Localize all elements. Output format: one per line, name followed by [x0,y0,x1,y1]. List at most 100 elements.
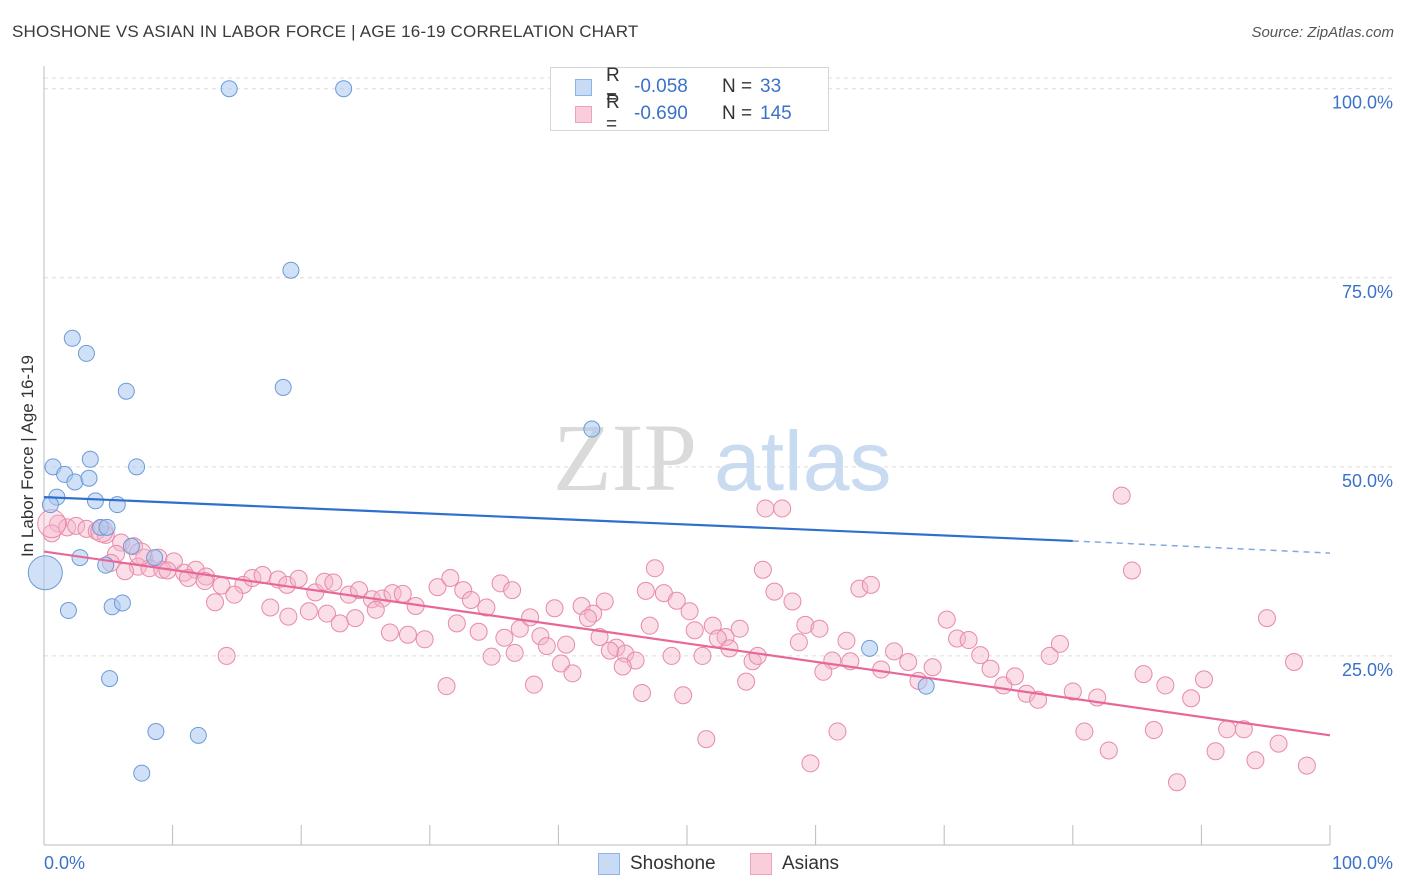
asian-point [730,619,749,638]
asian-point [899,652,918,671]
legend-swatch-asians [575,105,592,123]
legend-swatch-shoshone [575,78,592,96]
shoshone-point [583,420,601,438]
shoshone-trend-extension [1072,540,1331,554]
asian-point [482,647,501,666]
asian-point [595,592,614,611]
bottom-legend-asians: Asians [750,852,839,876]
asian-point [299,602,318,621]
asian-point [636,581,655,600]
source-credit: Source: ZipAtlas.com [1251,24,1394,41]
bottom-legend-swatch-asians [750,853,772,875]
asian-point [685,621,704,640]
asian-point [447,614,466,633]
shoshone-point [66,473,84,491]
shoshone-point [59,602,77,620]
shoshone-point [220,80,238,98]
asian-point [697,730,716,749]
asian-point [737,672,756,691]
shoshone-point [41,496,59,514]
asian-point [1112,486,1131,505]
asian-point [837,631,856,650]
watermark: ZIP atlas [553,404,891,511]
asian-point [1257,609,1276,628]
shoshone-point [861,639,879,657]
asian-point [810,619,829,638]
legend-r-label: R = [606,92,620,135]
asian-point [217,646,236,665]
shoshone-point [335,80,353,98]
asian-point [796,615,815,634]
legend-n-value: 33 [760,76,782,97]
asian-point [680,602,699,621]
asian-point [317,604,336,623]
asian-point [1167,773,1186,792]
asian-point [330,614,349,633]
shoshone-point [147,723,165,741]
asian-point [524,675,543,694]
asian-point [1040,646,1059,665]
bottom-legend-swatch-shoshone [598,853,620,875]
asian-point [1194,670,1213,689]
asian-point [346,609,365,628]
shoshone-point [27,555,63,591]
asian-point [505,643,524,662]
asian-point [279,607,298,626]
asian-point [801,754,820,773]
asian-point [1269,734,1288,753]
asian-point [1144,721,1163,740]
shoshone-point [80,469,98,487]
asian-point [789,633,808,652]
bottom-legend-shoshone: Shoshone [598,852,716,876]
asian-point [981,659,1000,678]
asian-point [814,662,833,681]
asian-point [1182,689,1201,708]
watermark-atlas: atlas [714,414,891,508]
asian-point [42,524,61,543]
axes [43,66,1331,846]
asian-point [937,610,956,629]
asian-point [428,578,447,597]
asian-point [521,608,540,627]
correlation-legend: R = -0.058 N = 33 R = -0.690 N = 145 [550,65,829,135]
asian-point [437,677,456,696]
asian-point [441,569,460,588]
shoshone-point [189,726,207,744]
asian-point [315,572,334,591]
asian-point [613,657,632,676]
asian-point [195,572,214,591]
gridlines [44,77,1395,657]
asian-point [531,627,550,646]
asian-point [753,560,772,579]
asian-point [1029,690,1048,709]
asian-point [261,598,280,617]
asian-point [324,573,343,592]
legend-n-label: N = [722,76,753,97]
asian-point [1005,667,1024,686]
asian-point [1284,652,1303,671]
asian-point [1246,751,1265,770]
legend-row-shoshone: R = -0.058 N = 33 [575,65,782,108]
shoshone-point [77,344,95,362]
asian-point [885,642,904,661]
asian-point [545,599,564,618]
asian-point [1050,634,1069,653]
bottom-legend-label-shoshone: Shoshone [630,853,716,874]
tick-labels: 25.0% 50.0% 75.0% 100.0% 0.0% 100.0% [44,93,1393,873]
asian-point [1234,720,1253,739]
asian-point [1297,756,1316,775]
asian-point [398,625,417,644]
legend-r-value: -0.690 [634,103,688,124]
legend-r-label: R = [606,65,620,108]
asian-point [756,499,775,518]
asian-point [350,581,369,600]
shoshone-point [101,670,119,688]
legend-n-label: N = [722,103,753,124]
asian-point [503,581,522,600]
asian-point [632,683,651,702]
shoshone-point [282,261,300,279]
asian-point [380,623,399,642]
asian-point [773,499,792,518]
asian-point [477,598,496,617]
asian-point [1075,722,1094,741]
